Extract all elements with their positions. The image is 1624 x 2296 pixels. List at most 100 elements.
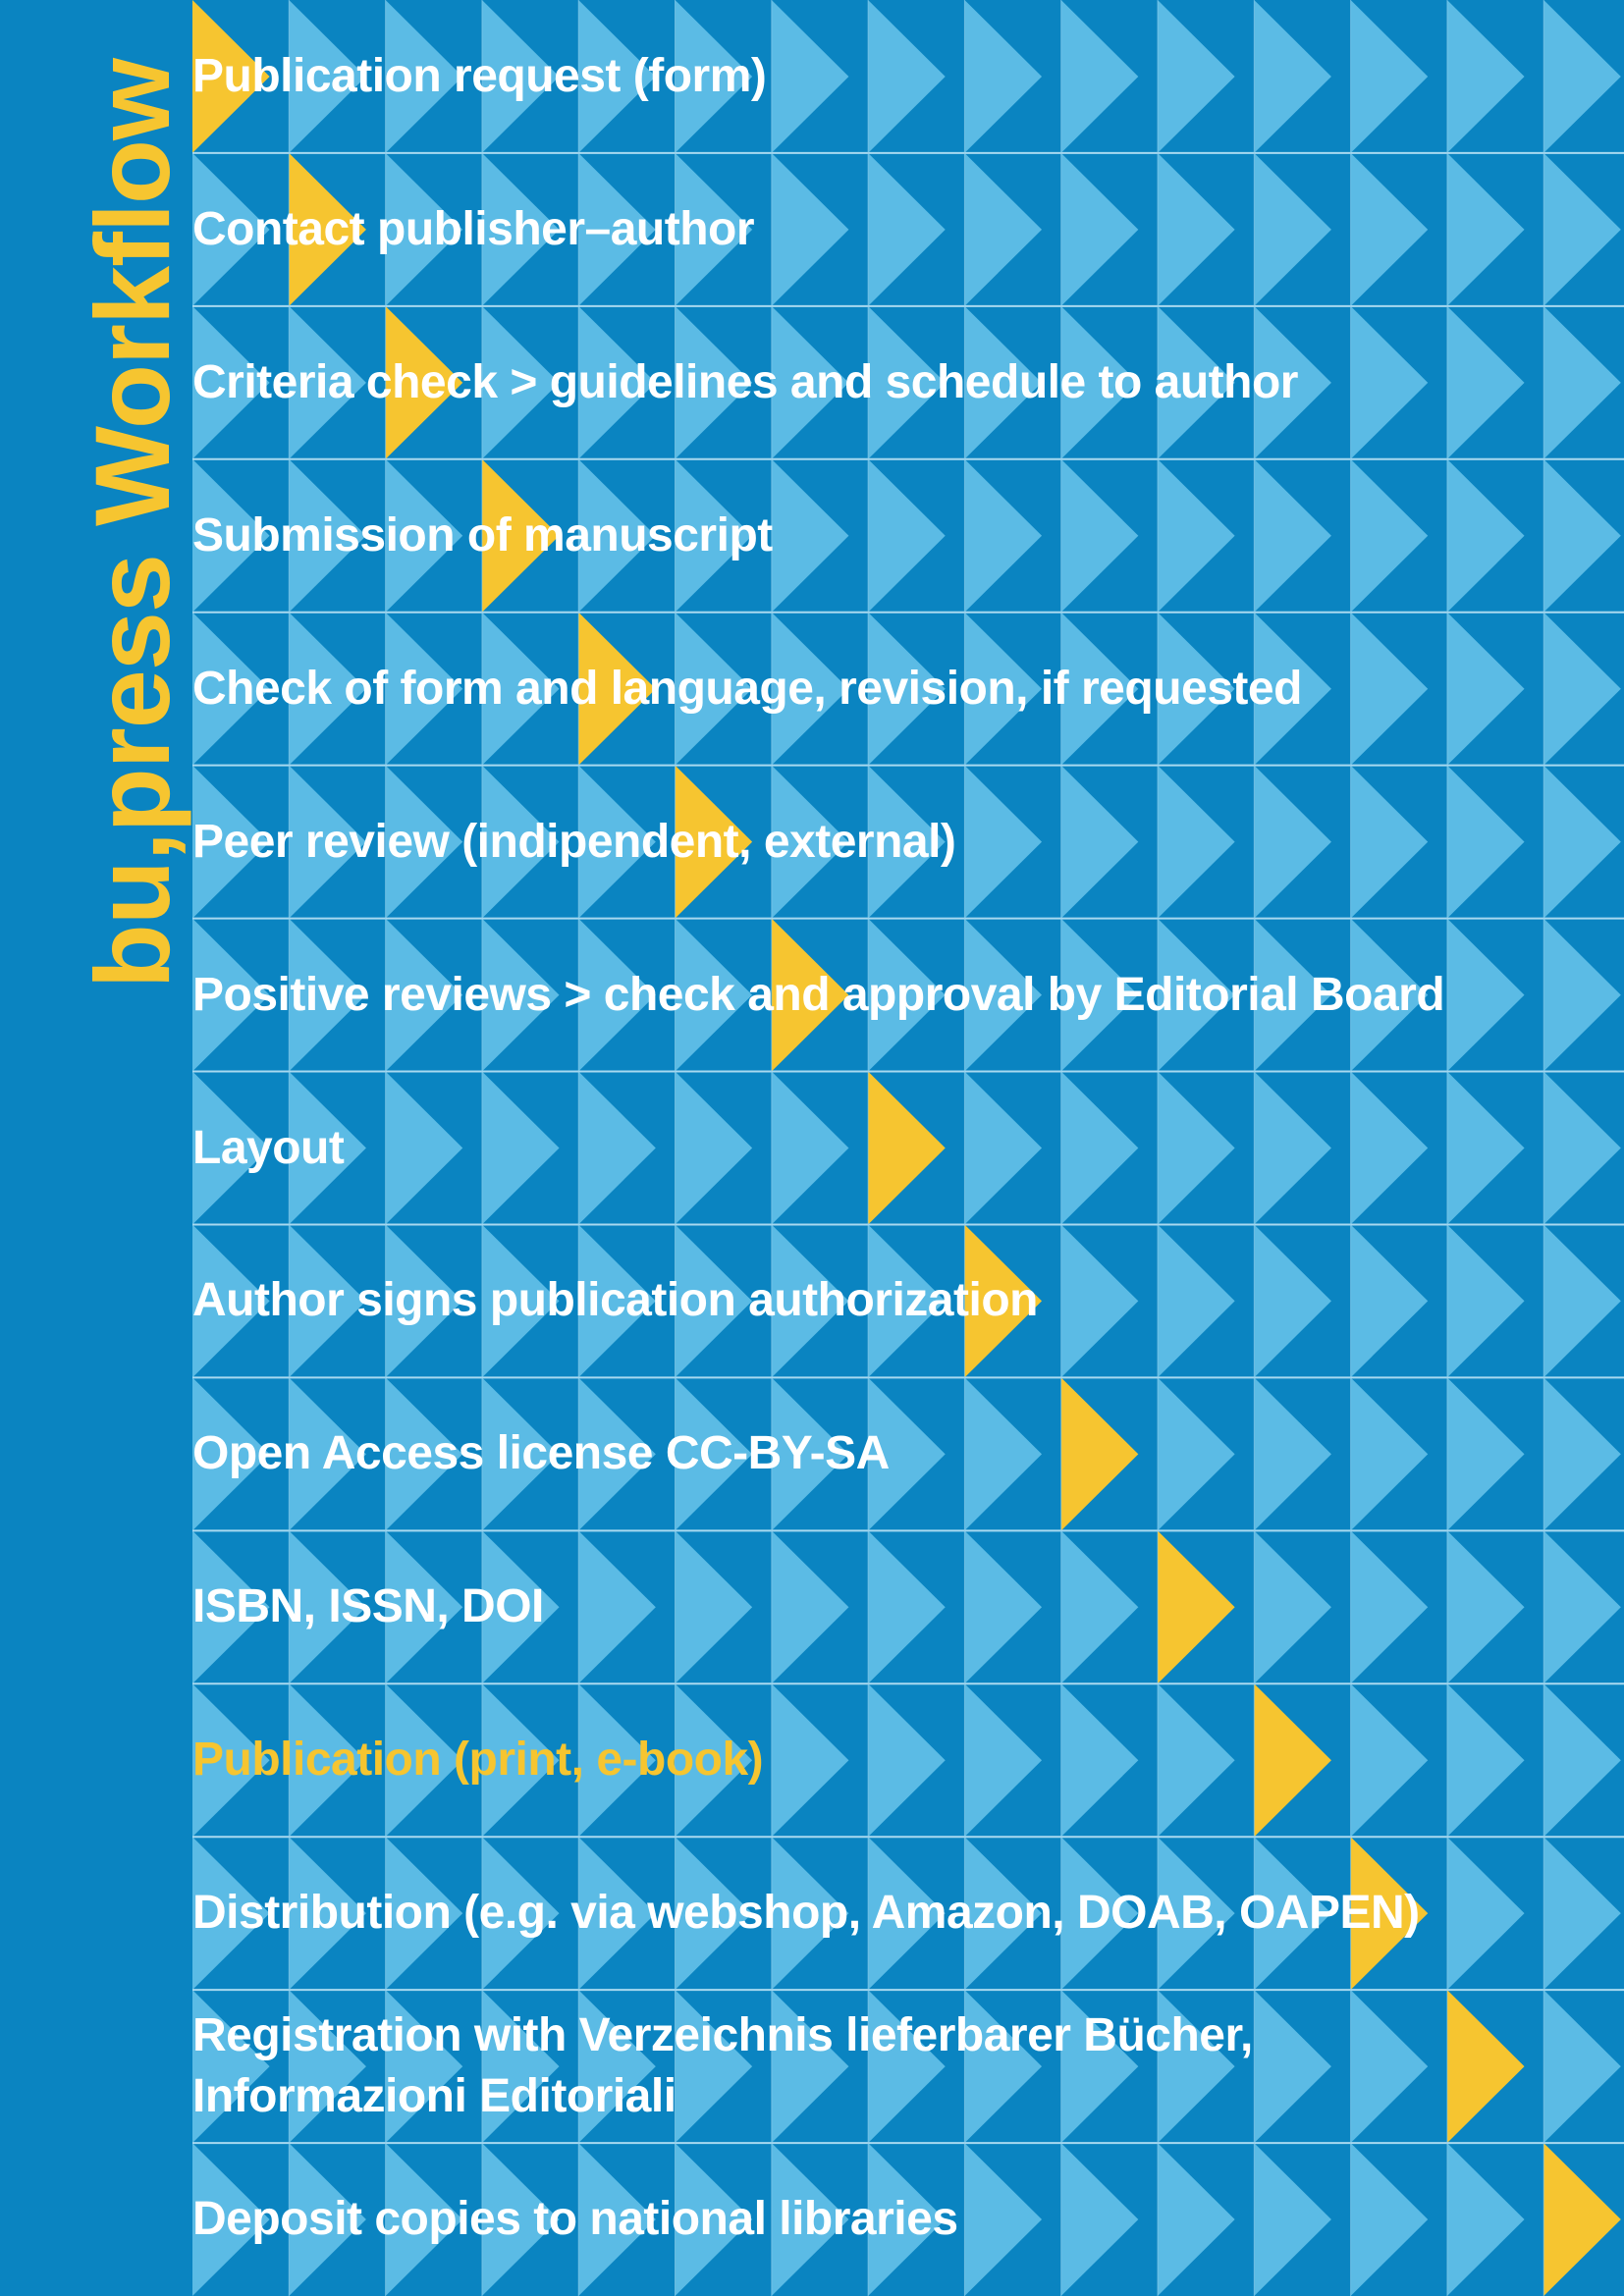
step-arrow — [771, 1224, 849, 1378]
step-arrow — [192, 1071, 270, 1225]
step-arrow — [385, 458, 463, 613]
step-arrow — [385, 2143, 463, 2296]
step-arrow — [289, 1530, 366, 1684]
step-arrow — [1446, 1224, 1525, 1378]
active-step-arrow — [289, 152, 366, 306]
step-arrow — [964, 2143, 1043, 2296]
step-arrow — [1543, 1530, 1621, 1684]
step-arrow — [1254, 305, 1331, 459]
step-arrow — [1543, 0, 1621, 153]
step-arrow — [964, 152, 1043, 306]
step-arrow — [964, 1530, 1043, 1684]
step-arrow — [1060, 2143, 1139, 2296]
step-arrow — [868, 612, 946, 766]
step-arrow — [1158, 1990, 1235, 2144]
step-arrow — [1350, 1990, 1429, 2144]
step-arrow — [1446, 1837, 1525, 1991]
step-arrow — [964, 918, 1043, 1072]
active-step-arrow — [1254, 1683, 1331, 1838]
step-arrow — [481, 0, 560, 153]
step-arrow — [385, 0, 463, 153]
step-arrow — [481, 1990, 560, 2144]
step-arrow — [385, 1837, 463, 1991]
step-arrow — [192, 1377, 270, 1531]
step-arrow — [675, 152, 753, 306]
step-arrow — [1060, 458, 1139, 613]
step-arrow — [481, 1071, 560, 1225]
step-arrow — [481, 765, 560, 919]
step-arrow — [1543, 1071, 1621, 1225]
step-arrow — [1158, 1071, 1235, 1225]
step-arrow — [481, 1683, 560, 1838]
step-arrow — [578, 1224, 656, 1378]
step-arrow — [1446, 1377, 1525, 1531]
diagram-title: bu,press Workflow — [73, 59, 191, 988]
step-arrow — [1060, 612, 1139, 766]
step-arrow — [964, 1377, 1043, 1531]
step-arrow — [289, 918, 366, 1072]
step-arrow — [1446, 765, 1525, 919]
step-arrow — [1158, 1377, 1235, 1531]
step-arrow — [289, 0, 366, 153]
step-arrow — [1543, 458, 1621, 613]
step-label: Positive reviews > check and approval by… — [192, 968, 1445, 1021]
step-label: Distribution (e.g. via webshop, Amazon, … — [192, 1887, 1420, 1940]
step-arrow — [578, 1071, 656, 1225]
active-step-arrow — [1446, 1990, 1525, 2144]
step-arrow — [481, 612, 560, 766]
step-arrow — [192, 1837, 270, 1991]
step-arrow — [1254, 612, 1331, 766]
step-arrow — [868, 1990, 946, 2144]
step-arrow — [1350, 1683, 1429, 1838]
step-arrow — [1254, 918, 1331, 1072]
step-label: Publication (print, e-book) — [192, 1734, 764, 1787]
step-arrow — [1350, 1377, 1429, 1531]
step-arrow — [481, 918, 560, 1072]
step-arrow — [192, 612, 270, 766]
step-arrow — [192, 1990, 270, 2144]
step-arrow — [289, 458, 366, 613]
step-arrow — [1350, 765, 1429, 919]
step-arrow — [771, 612, 849, 766]
step-arrow — [1060, 1530, 1139, 1684]
step-arrow — [481, 305, 560, 459]
step-label: Contact publisher–author — [192, 202, 755, 255]
step-arrow — [385, 612, 463, 766]
step-arrow — [675, 1990, 753, 2144]
step-arrow — [964, 458, 1043, 613]
active-step-arrow — [1158, 1530, 1235, 1684]
step-label: Submission of manuscript — [192, 508, 773, 561]
step-arrow — [385, 765, 463, 919]
step-arrow — [289, 765, 366, 919]
step-arrow — [1350, 1530, 1429, 1684]
step-arrow — [578, 152, 656, 306]
step-arrow — [1254, 0, 1331, 153]
step-arrow — [868, 765, 946, 919]
step-arrow — [385, 1377, 463, 1531]
active-step-arrow — [675, 765, 753, 919]
step-arrow — [675, 918, 753, 1072]
step-arrow — [289, 2143, 366, 2296]
step-arrow — [481, 1377, 560, 1531]
step-arrow — [771, 1377, 849, 1531]
active-step-arrow — [1060, 1377, 1139, 1531]
step-arrow — [481, 1530, 560, 1684]
step-arrow — [1543, 1377, 1621, 1531]
step-arrow — [771, 1837, 849, 1991]
step-arrow — [385, 1683, 463, 1838]
step-arrow — [1446, 458, 1525, 613]
step-arrow — [868, 1837, 946, 1991]
step-arrow — [771, 1990, 849, 2144]
step-arrow — [868, 0, 946, 153]
step-arrow — [1158, 1224, 1235, 1378]
step-arrow — [1254, 1530, 1331, 1684]
workflow-grid — [192, 0, 1624, 2296]
step-arrow — [868, 1377, 946, 1531]
step-arrow — [1254, 1224, 1331, 1378]
active-step-arrow — [192, 0, 270, 153]
step-label: Peer review (indipendent, external) — [192, 815, 956, 868]
step-arrow — [1543, 918, 1621, 1072]
step-arrow — [1158, 765, 1235, 919]
step-arrow — [675, 612, 753, 766]
step-arrow — [964, 1683, 1043, 1838]
